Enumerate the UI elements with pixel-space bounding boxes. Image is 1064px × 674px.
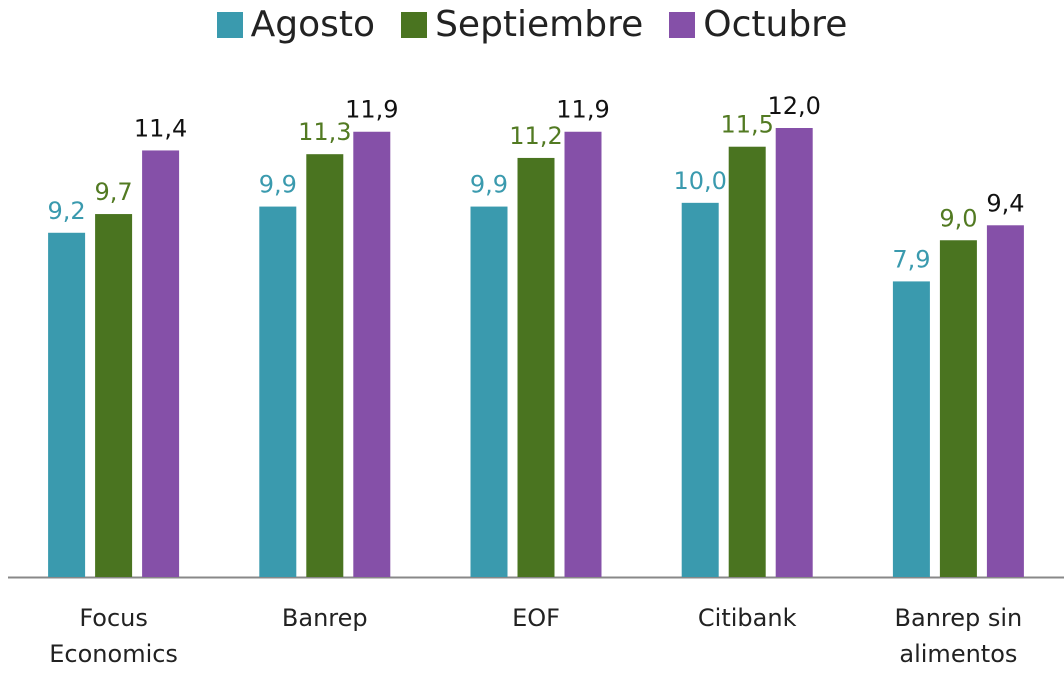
x-tick-label: Focus Economics: [49, 604, 178, 668]
legend: Agosto Septiembre Octubre: [0, 4, 1064, 45]
value-label: 9,2: [48, 197, 86, 225]
x-tick-label: EOF: [512, 604, 560, 632]
value-label: 11,5: [720, 111, 773, 139]
bar: [142, 150, 180, 577]
value-label: 9,4: [986, 189, 1024, 217]
bar: [892, 281, 930, 577]
x-tick-label: Banrep: [281, 604, 368, 632]
value-label: 11,9: [556, 96, 609, 124]
legend-swatch: [401, 11, 428, 38]
bar: [681, 202, 719, 578]
value-label: 9,9: [470, 171, 508, 199]
legend-label: Octubre: [703, 4, 848, 45]
bar: [470, 206, 508, 577]
value-label: 11,3: [298, 118, 351, 146]
legend-item: Octubre: [669, 4, 847, 45]
legend-item: Agosto: [216, 4, 376, 45]
bar: [775, 128, 813, 577]
legend-swatch: [669, 11, 696, 38]
value-label: 9,0: [939, 204, 977, 232]
value-label: 11,4: [134, 114, 187, 142]
x-tick-label: Banrep sin alimentos: [894, 604, 1023, 668]
value-label: 11,2: [509, 122, 562, 150]
value-label: 9,7: [95, 178, 133, 206]
bar: [95, 214, 133, 577]
bar: [728, 146, 766, 578]
legend-item: Septiembre: [401, 4, 643, 45]
value-label: 7,9: [892, 245, 930, 273]
value-label: 12,0: [767, 92, 820, 120]
bar: [306, 154, 344, 578]
x-tick-label: Citibank: [697, 604, 797, 632]
bar: [986, 225, 1024, 578]
legend-label: Agosto: [250, 4, 376, 45]
bar: [353, 131, 391, 577]
value-label: 9,9: [259, 171, 297, 199]
bar: [48, 232, 86, 577]
value-label: 10,0: [673, 167, 726, 195]
legend-swatch: [216, 11, 243, 38]
value-label: 11,9: [345, 96, 398, 124]
bar: [259, 206, 297, 577]
bar: [564, 131, 602, 577]
bar: [517, 157, 555, 577]
bar: [939, 240, 977, 577]
legend-label: Septiembre: [435, 4, 644, 45]
